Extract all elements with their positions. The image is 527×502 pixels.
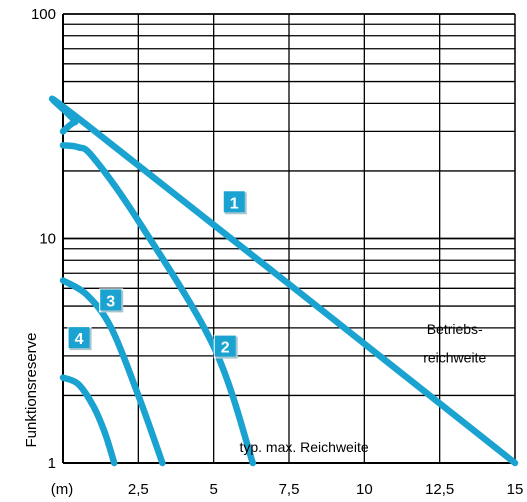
series-badge-3: 3: [99, 288, 124, 313]
curves: [48, 95, 519, 467]
x-tick-label: 7,5: [279, 481, 300, 498]
annotation-text: reichweite: [423, 350, 486, 366]
series-badges: 1 2 3 4: [67, 190, 247, 359]
series-badge-2: 2: [213, 334, 238, 359]
annotations: Betriebs-reichweite typ. max. Reichweite: [239, 321, 486, 455]
x-tick-label: 12,5: [425, 481, 454, 498]
series-badge-4: 4: [67, 326, 92, 351]
y-tick-label: 1: [48, 455, 56, 472]
badge-number: 2: [221, 340, 230, 357]
badge-box: [223, 191, 245, 213]
grid-lines: [62, 13, 516, 464]
series-line-1: [48, 95, 519, 467]
x-tick-label: 5: [209, 481, 217, 498]
y-axis-label: Funktionsreserve: [23, 332, 40, 447]
badge-number: 1: [230, 195, 239, 212]
series-badge-1: 1: [222, 190, 247, 215]
x-tick-label: 15: [507, 481, 524, 498]
badge-number: 4: [75, 331, 84, 348]
badge-box: [68, 327, 90, 349]
y-tick-label: 10: [39, 231, 56, 248]
tick-labels: 2,5 5 7,5 10 12,5 15 1 10 100: [31, 6, 523, 498]
x-axis-label: (m): [51, 481, 74, 498]
series-line-2: [59, 142, 257, 467]
annotation-text: Betriebs-: [427, 321, 483, 337]
x-tick-label: 10: [356, 481, 373, 498]
badge-number: 3: [106, 293, 115, 310]
y-tick-label: 100: [31, 6, 56, 23]
badge-box: [100, 289, 122, 311]
series-line-4: [59, 374, 118, 467]
badge-box: [214, 335, 236, 357]
annotation-text: typ. max. Reichweite: [239, 439, 368, 455]
series-line-3: [59, 277, 166, 467]
x-tick-label: 2,5: [128, 481, 149, 498]
